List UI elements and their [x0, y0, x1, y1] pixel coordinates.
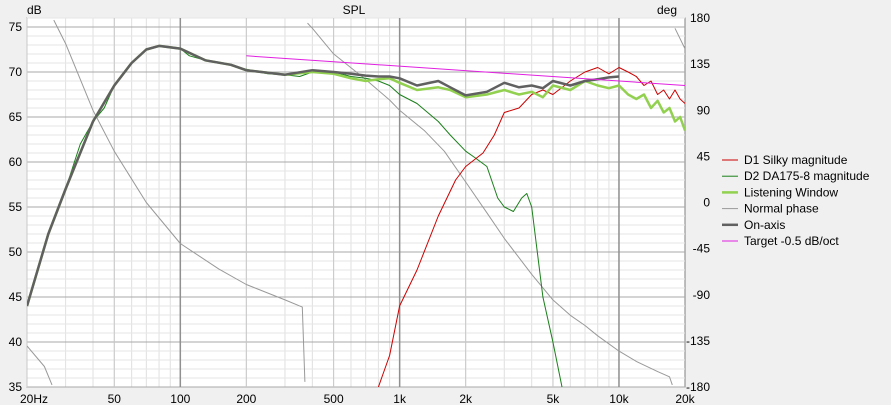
x-tick-label: 50: [108, 392, 122, 405]
legend: D1 Silky magnitude D2 DA175-8 magnitude Li…: [722, 153, 870, 248]
y-tick-label: 55: [9, 200, 23, 214]
y-tick-label: 40: [9, 335, 23, 349]
legend-label: On-axis: [744, 218, 785, 232]
y-tick-label: 35: [9, 380, 23, 394]
legend-label: Normal phase: [744, 202, 819, 216]
x-tick-label: 5k: [547, 392, 561, 405]
legend-label: D1 Silky magnitude: [744, 153, 848, 167]
y2-tick-label: 180: [690, 11, 710, 25]
grid-lines: [26, 17, 685, 388]
y2-tick-label: 90: [697, 103, 711, 117]
y2-tick-label: 0: [703, 196, 710, 210]
x-axis-ticks: 20Hz 50 100 200 500 1k 2k 5k 10k 20k: [20, 392, 696, 405]
y-tick-label: 60: [9, 155, 23, 169]
y-tick-label: 45: [9, 290, 23, 304]
y2-tick-label: -45: [693, 242, 711, 256]
series-line-3: [27, 19, 685, 386]
series-line-0: [377, 67, 685, 387]
series-line-5: [246, 55, 685, 86]
y2-tick-label: -135: [686, 334, 710, 348]
legend-label: D2 DA175-8 magnitude: [744, 169, 870, 183]
x-tick-label: 200: [236, 392, 256, 405]
x-tick-label: 20k: [675, 392, 695, 405]
y2-axis-label: deg: [657, 3, 677, 17]
series-group: [27, 19, 685, 387]
x-tick-label: 100: [170, 392, 190, 405]
y2-tick-label: 45: [697, 149, 711, 163]
y-tick-label: 50: [9, 245, 23, 259]
y-axis-ticks: 75 70 65 60 55 50 45 40 35: [9, 20, 23, 394]
y2-axis-ticks: 180 135 90 45 0 -45 -90 -135 -180: [686, 11, 710, 394]
y2-tick-label: 135: [690, 57, 710, 71]
x-tick-label: 500: [324, 392, 344, 405]
y-tick-label: 75: [9, 20, 23, 34]
x-tick-label: 10k: [609, 392, 629, 405]
y-tick-label: 65: [9, 110, 23, 124]
y2-tick-label: -90: [693, 288, 711, 302]
x-tick-label: 2k: [459, 392, 473, 405]
y-tick-label: 70: [9, 65, 23, 79]
x-tick-label: 1k: [393, 392, 407, 405]
series-line-4: [27, 44, 620, 307]
legend-label: Listening Window: [744, 185, 838, 199]
y-axis-label: dB: [27, 3, 42, 17]
x-tick-label: 20Hz: [20, 392, 48, 405]
chart-title: SPL: [343, 3, 366, 17]
legend-label: Target -0.5 dB/oct: [744, 234, 839, 248]
y2-tick-label: -180: [686, 380, 710, 394]
